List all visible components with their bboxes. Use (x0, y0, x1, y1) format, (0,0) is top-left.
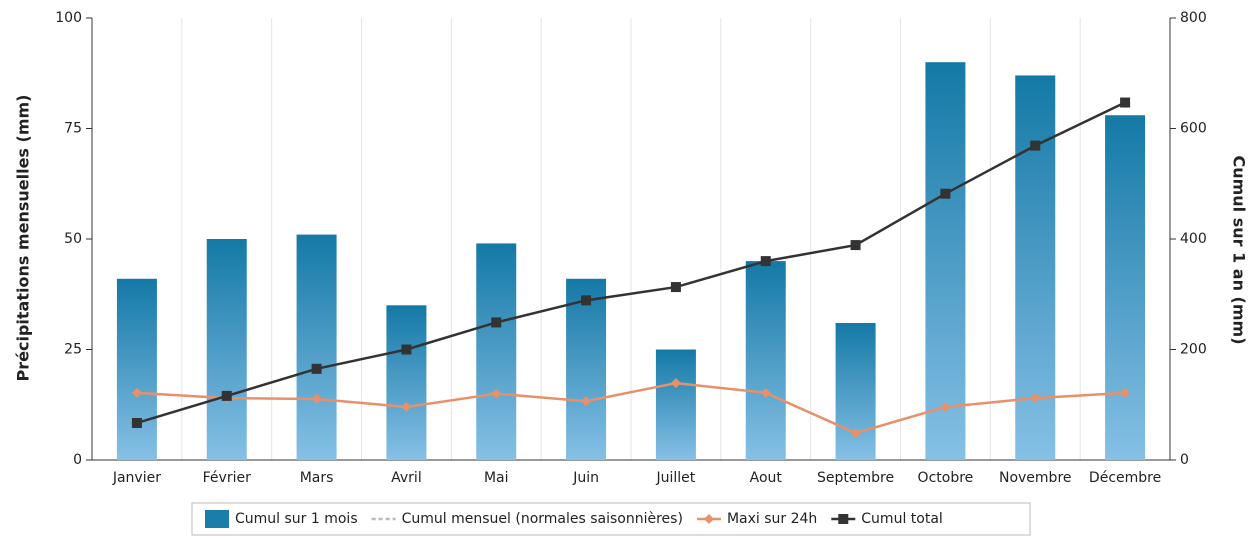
x-tick-label: Avril (391, 470, 422, 486)
marker (131, 387, 142, 398)
y-tick-label: 50 (64, 231, 82, 247)
marker (131, 417, 142, 428)
x-tick-label: Mars (300, 470, 334, 486)
y2-axis-title: Cumul sur 1 an (mm) (1230, 155, 1249, 344)
marker (491, 317, 502, 328)
legend-label: Cumul total (861, 511, 943, 527)
marker (670, 378, 681, 389)
marker (1120, 97, 1131, 108)
marker (1030, 393, 1041, 404)
marker (760, 256, 771, 267)
legend-swatch (205, 510, 229, 528)
x-tick-label: Juin (572, 470, 599, 486)
legend-swatch (838, 514, 849, 524)
marker (1030, 140, 1041, 151)
bar (925, 62, 966, 460)
x-tick-label: Janvier (112, 470, 161, 486)
marker (1120, 387, 1131, 398)
bar (296, 234, 337, 460)
y-tick-label: 100 (55, 10, 82, 26)
y-tick-label: 25 (64, 342, 82, 358)
marker (311, 363, 322, 374)
bar (1105, 115, 1146, 461)
marker (940, 401, 951, 412)
legend-label: Cumul mensuel (normales saisonnières) (402, 511, 683, 527)
line (136, 381, 1126, 435)
bar (116, 278, 157, 460)
bar (745, 261, 786, 460)
y-tick-label: 75 (64, 121, 82, 137)
legend-label: Cumul sur 1 mois (235, 511, 358, 527)
y2-tick-label: 200 (1180, 342, 1207, 358)
marker (221, 390, 232, 401)
line (136, 101, 1126, 425)
marker (850, 428, 861, 439)
x-tick-label: Novembre (999, 470, 1072, 486)
y2-tick-label: 0 (1180, 452, 1189, 468)
bar (386, 305, 427, 460)
x-tick-label: Septembre (817, 470, 894, 486)
legend-box (191, 502, 1031, 536)
legend-label: Maxi sur 24h (727, 511, 817, 527)
x-tick-label: Juillet (656, 470, 696, 486)
y2-tick-label: 400 (1180, 231, 1207, 247)
marker (670, 282, 681, 293)
marker (401, 401, 412, 412)
x-tick-label: Février (203, 470, 251, 486)
y-axis-title: Précipitations mensuelles (mm) (14, 95, 33, 382)
y-tick-label: 0 (73, 452, 82, 468)
marker (581, 396, 592, 407)
x-tick-label: Octobre (918, 470, 974, 486)
legend-swatch (703, 514, 714, 524)
x-tick-label: Décembre (1089, 470, 1161, 486)
y2-tick-label: 800 (1180, 10, 1207, 26)
marker (850, 240, 861, 251)
marker (491, 388, 502, 399)
marker (581, 295, 592, 306)
marker (940, 188, 951, 199)
x-tick-label: Mai (484, 470, 509, 486)
bar (476, 243, 517, 460)
marker (760, 387, 771, 398)
marker (311, 394, 322, 405)
marker (401, 344, 412, 355)
bar (835, 322, 876, 460)
y2-tick-label: 600 (1180, 121, 1207, 137)
bar (655, 349, 696, 460)
x-tick-label: Aout (750, 470, 783, 486)
bar (566, 278, 607, 460)
bar (206, 239, 247, 460)
